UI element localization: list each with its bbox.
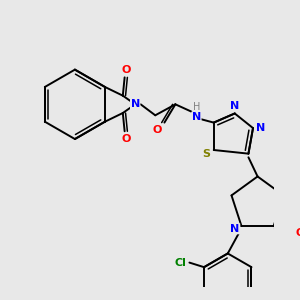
Text: O: O (122, 65, 131, 75)
Text: Cl: Cl (174, 258, 186, 268)
Text: N: N (230, 101, 239, 111)
Text: N: N (130, 99, 140, 109)
Text: O: O (152, 125, 162, 135)
Text: O: O (296, 228, 300, 239)
Text: S: S (202, 149, 210, 159)
Text: O: O (122, 134, 131, 144)
Text: N: N (230, 224, 240, 234)
Text: H: H (193, 102, 200, 112)
Text: N: N (192, 112, 201, 122)
Text: N: N (256, 123, 265, 133)
